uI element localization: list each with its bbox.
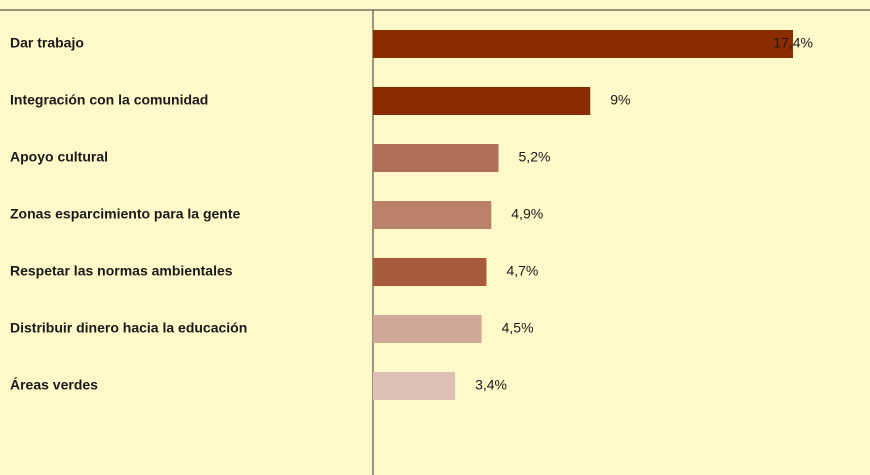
value-label: 3,4% bbox=[475, 377, 507, 393]
bar bbox=[373, 87, 591, 115]
value-label: 5,2% bbox=[519, 149, 551, 165]
category-label: Integración con la comunidad bbox=[10, 92, 208, 108]
category-label: Áreas verdes bbox=[10, 377, 98, 393]
category-label: Dar trabajo bbox=[10, 35, 84, 51]
bar bbox=[373, 258, 487, 286]
category-label: Distribuir dinero hacia la educación bbox=[10, 320, 247, 336]
category-label: Zonas esparcimiento para la gente bbox=[10, 206, 241, 222]
bar bbox=[373, 30, 793, 58]
value-label: 17,4% bbox=[773, 35, 813, 51]
bar bbox=[373, 201, 492, 229]
category-label: Apoyo cultural bbox=[10, 149, 108, 165]
bar bbox=[373, 144, 499, 172]
value-label: 4,5% bbox=[502, 320, 534, 336]
bar bbox=[373, 372, 456, 400]
value-label: 4,9% bbox=[511, 206, 543, 222]
value-label: 4,7% bbox=[506, 263, 538, 279]
category-label: Respetar las normas ambientales bbox=[10, 263, 233, 279]
bar bbox=[373, 315, 482, 343]
value-label: 9% bbox=[610, 92, 630, 108]
